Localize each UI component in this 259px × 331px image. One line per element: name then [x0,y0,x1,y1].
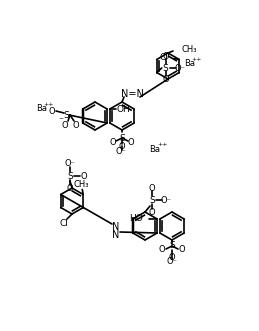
Text: S: S [119,133,125,143]
Text: O: O [128,137,134,147]
Text: ++: ++ [158,141,168,147]
Text: O⁻: O⁻ [64,159,76,167]
Text: O: O [149,183,155,193]
Text: CH₃: CH₃ [182,44,198,54]
Text: S: S [149,196,155,205]
Text: O: O [73,120,79,129]
Text: Ba: Ba [37,104,47,113]
Text: O: O [49,107,55,116]
Text: CH₃: CH₃ [74,180,89,189]
Text: S: S [169,242,175,251]
Text: O: O [179,246,185,255]
Text: HO: HO [130,213,143,222]
Text: O⁻: O⁻ [174,64,185,72]
Text: O: O [162,74,169,83]
Text: O: O [119,141,125,151]
Text: O: O [159,246,165,255]
Text: Ba: Ba [149,145,161,154]
Text: N=N: N=N [120,89,143,99]
Text: ⁻: ⁻ [59,116,63,126]
Text: Cl: Cl [159,53,168,62]
Text: Cl: Cl [60,218,68,227]
Text: O: O [67,183,73,193]
Text: O: O [149,208,155,216]
Text: O: O [62,120,68,129]
Text: ++: ++ [44,102,54,107]
Text: ++: ++ [191,57,202,62]
Text: O: O [81,171,87,180]
Text: O⁻: O⁻ [161,196,171,205]
Text: S: S [63,111,69,119]
Text: O⁻: O⁻ [116,147,126,156]
Text: O: O [110,137,116,147]
Text: S: S [163,64,169,72]
Text: O: O [169,253,175,261]
Text: N: N [112,230,120,240]
Text: OH: OH [116,105,130,114]
Text: O⁻: O⁻ [167,258,177,266]
Text: Ba: Ba [184,59,195,68]
Text: O: O [162,52,169,61]
Text: S: S [67,171,73,180]
Text: N: N [112,222,120,232]
